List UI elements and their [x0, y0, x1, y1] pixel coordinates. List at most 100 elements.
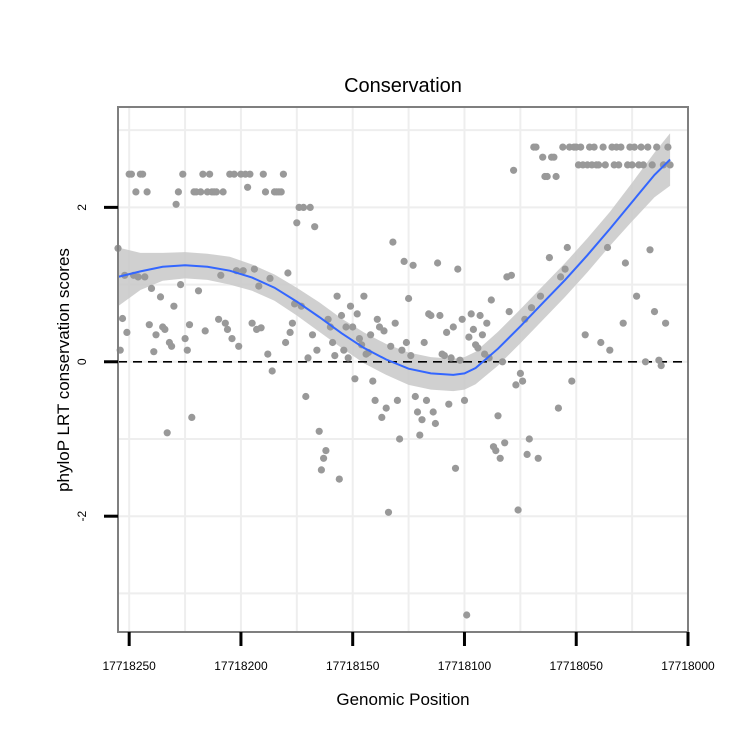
data-point	[360, 292, 368, 300]
data-point	[483, 319, 491, 327]
data-point	[653, 143, 661, 151]
data-point	[255, 282, 263, 290]
data-point	[434, 259, 442, 267]
data-point	[595, 161, 603, 169]
smooth-line-layer	[117, 158, 671, 376]
x-tick-label: 17718200	[214, 659, 268, 673]
data-point	[315, 427, 323, 435]
data-point	[519, 377, 527, 385]
data-point	[456, 356, 464, 364]
data-point	[389, 238, 397, 246]
data-point	[581, 331, 589, 339]
y-axis: 2 0 -2	[75, 204, 118, 522]
data-point	[306, 203, 314, 211]
y-tick-label: -2	[75, 511, 89, 522]
data-point	[221, 319, 229, 327]
panel-border	[117, 106, 689, 633]
data-point	[313, 346, 321, 354]
data-point	[474, 344, 482, 352]
data-point	[527, 304, 536, 312]
data-point	[185, 321, 194, 329]
data-point	[181, 335, 189, 343]
data-point	[355, 335, 363, 343]
data-point	[400, 257, 408, 265]
data-point	[230, 170, 238, 178]
data-point	[333, 292, 341, 300]
data-point	[458, 315, 466, 323]
data-point	[248, 319, 256, 327]
data-point	[644, 143, 652, 151]
x-tick-label: 17718150	[326, 659, 380, 673]
data-point	[615, 161, 623, 169]
data-point	[279, 170, 287, 178]
data-point	[219, 188, 227, 196]
data-point	[282, 338, 290, 347]
data-point	[550, 153, 558, 161]
data-point	[206, 170, 214, 178]
data-point	[335, 475, 343, 483]
data-point	[639, 161, 647, 169]
data-point	[543, 172, 551, 181]
data-point	[559, 143, 567, 151]
data-point	[311, 223, 319, 231]
data-point	[170, 302, 178, 310]
data-point	[188, 413, 196, 421]
data-point	[259, 170, 267, 178]
data-point	[646, 246, 654, 254]
data-point	[199, 170, 207, 178]
data-point	[630, 143, 639, 151]
data-point	[317, 466, 325, 474]
data-point	[476, 311, 484, 320]
data-point	[396, 435, 404, 443]
data-point	[326, 323, 334, 331]
data-point	[161, 325, 169, 333]
data-point	[443, 328, 451, 336]
data-point	[266, 274, 274, 282]
data-point	[666, 161, 674, 169]
data-point	[617, 143, 625, 151]
data-point	[123, 328, 131, 336]
x-tick-label: 17718050	[550, 659, 604, 673]
data-point	[523, 450, 531, 458]
data-point	[539, 153, 547, 161]
points-layer	[114, 143, 674, 619]
data-point	[532, 143, 540, 151]
data-point	[293, 219, 301, 227]
data-point	[467, 310, 475, 318]
data-point	[250, 265, 258, 273]
data-point	[460, 396, 469, 404]
data-point	[514, 506, 522, 514]
data-point	[577, 143, 585, 151]
data-point	[141, 273, 149, 281]
data-point	[177, 281, 185, 289]
data-point	[329, 338, 337, 347]
data-point	[197, 188, 205, 196]
data-point	[172, 200, 180, 208]
y-tick-label: 0	[75, 358, 89, 365]
data-point	[662, 319, 670, 327]
data-point	[384, 508, 393, 516]
data-point	[599, 143, 607, 151]
data-point	[299, 203, 308, 211]
data-point	[641, 358, 650, 366]
data-point	[436, 311, 444, 320]
y-axis-label: phyloP LRT conservation scores	[54, 248, 73, 492]
data-point	[449, 323, 457, 331]
x-axis: 17718250 17718200 17718150 17718100 17718050…	[102, 632, 715, 673]
data-point	[447, 354, 455, 362]
data-point	[143, 188, 151, 196]
data-point	[637, 143, 645, 151]
data-point	[621, 259, 630, 267]
data-point	[454, 265, 462, 273]
x-axis-label: Genomic Position	[336, 690, 469, 709]
data-point	[152, 331, 160, 339]
data-point	[369, 377, 377, 385]
data-point	[215, 315, 223, 323]
y-tick-label: 2	[75, 204, 89, 211]
x-tick-label: 17718100	[438, 659, 492, 673]
data-point	[516, 369, 525, 377]
data-point	[134, 273, 142, 281]
data-point	[367, 331, 375, 339]
data-point	[380, 327, 388, 335]
